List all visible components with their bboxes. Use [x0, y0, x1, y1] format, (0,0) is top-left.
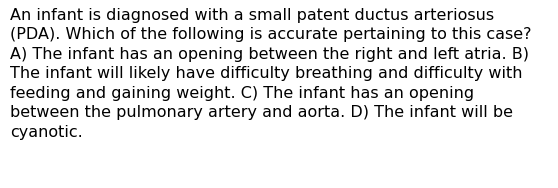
- Text: An infant is diagnosed with a small patent ductus arteriosus
(PDA). Which of the: An infant is diagnosed with a small pate…: [10, 8, 532, 140]
